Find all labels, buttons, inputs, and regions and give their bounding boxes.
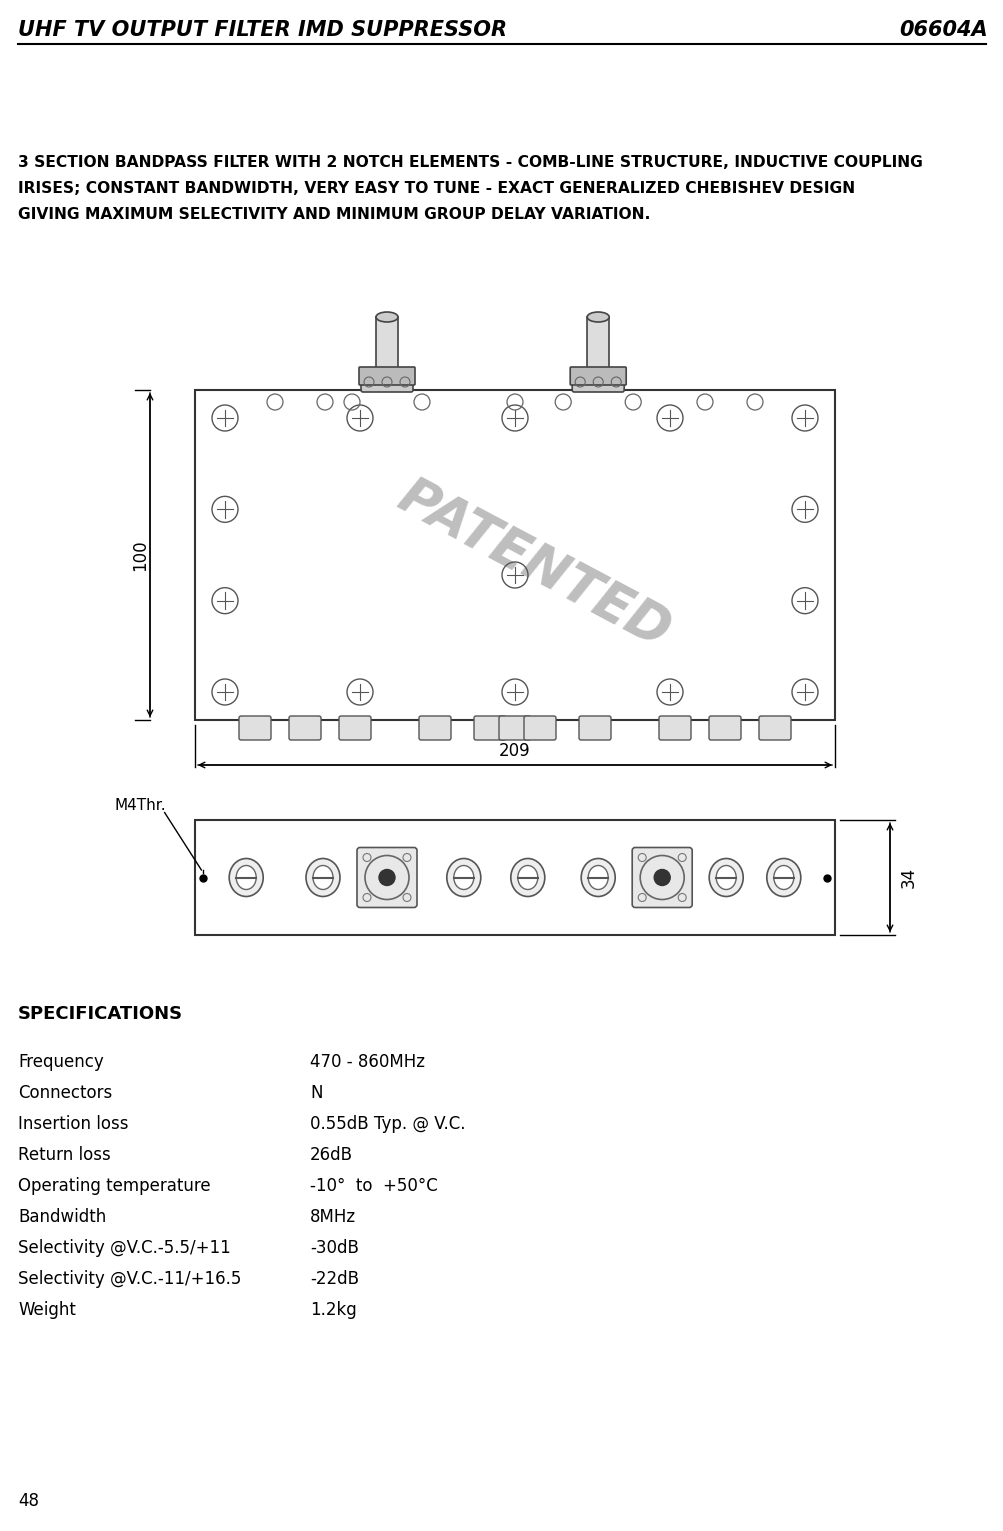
FancyBboxPatch shape	[570, 367, 626, 384]
Ellipse shape	[715, 865, 735, 890]
Text: 34: 34	[899, 867, 917, 888]
Text: Insertion loss: Insertion loss	[18, 1115, 128, 1133]
Text: Selectivity @V.C.-5.5/+11: Selectivity @V.C.-5.5/+11	[18, 1239, 231, 1257]
Ellipse shape	[446, 859, 480, 897]
FancyBboxPatch shape	[239, 717, 271, 739]
Text: Bandwidth: Bandwidth	[18, 1208, 106, 1226]
Ellipse shape	[581, 859, 615, 897]
Text: N: N	[310, 1084, 322, 1102]
Text: 209: 209	[498, 743, 531, 759]
Text: 3 SECTION BANDPASS FILTER WITH 2 NOTCH ELEMENTS - COMB-LINE STRUCTURE, INDUCTIVE: 3 SECTION BANDPASS FILTER WITH 2 NOTCH E…	[18, 155, 922, 170]
FancyBboxPatch shape	[473, 717, 506, 739]
Text: GIVING MAXIMUM SELECTIVITY AND MINIMUM GROUP DELAY VARIATION.: GIVING MAXIMUM SELECTIVITY AND MINIMUM G…	[18, 207, 650, 222]
Text: PATENTED: PATENTED	[389, 472, 680, 658]
Circle shape	[378, 870, 394, 885]
Ellipse shape	[376, 312, 397, 322]
Text: 48: 48	[18, 1493, 39, 1510]
FancyBboxPatch shape	[524, 717, 556, 739]
Ellipse shape	[587, 312, 609, 322]
Ellipse shape	[766, 859, 800, 897]
Circle shape	[654, 870, 670, 885]
Text: -22dB: -22dB	[310, 1271, 359, 1288]
Ellipse shape	[306, 859, 340, 897]
Ellipse shape	[588, 865, 608, 890]
Bar	[587, 317, 609, 372]
FancyBboxPatch shape	[357, 848, 416, 908]
Text: -10°  to  +50°C: -10° to +50°C	[310, 1177, 437, 1196]
Text: 06604A: 06604A	[899, 20, 987, 40]
Bar	[376, 317, 397, 372]
Ellipse shape	[518, 865, 538, 890]
Text: 1.2kg: 1.2kg	[310, 1301, 356, 1320]
Bar	[195, 390, 834, 720]
FancyBboxPatch shape	[758, 717, 790, 739]
Ellipse shape	[708, 859, 742, 897]
Ellipse shape	[453, 865, 473, 890]
Text: 470 - 860MHz: 470 - 860MHz	[310, 1053, 424, 1072]
FancyBboxPatch shape	[632, 848, 691, 908]
Text: 100: 100	[130, 539, 148, 571]
Text: Weight: Weight	[18, 1301, 76, 1320]
FancyBboxPatch shape	[359, 367, 414, 384]
FancyBboxPatch shape	[339, 717, 371, 739]
FancyBboxPatch shape	[572, 371, 624, 392]
Ellipse shape	[313, 865, 333, 890]
FancyBboxPatch shape	[658, 717, 690, 739]
Text: M4Thr.: M4Thr.	[115, 798, 166, 813]
Text: 26dB: 26dB	[310, 1147, 353, 1164]
Text: Frequency: Frequency	[18, 1053, 103, 1072]
Ellipse shape	[229, 859, 263, 897]
FancyBboxPatch shape	[708, 717, 740, 739]
Text: Selectivity @V.C.-11/+16.5: Selectivity @V.C.-11/+16.5	[18, 1271, 241, 1288]
Text: Return loss: Return loss	[18, 1147, 110, 1164]
Ellipse shape	[236, 865, 256, 890]
FancyBboxPatch shape	[579, 717, 611, 739]
FancyBboxPatch shape	[418, 717, 450, 739]
Text: UHF TV OUTPUT FILTER IMD SUPPRESSOR: UHF TV OUTPUT FILTER IMD SUPPRESSOR	[18, 20, 507, 40]
Text: Connectors: Connectors	[18, 1084, 112, 1102]
FancyBboxPatch shape	[361, 371, 412, 392]
Text: IRISES; CONSTANT BANDWIDTH, VERY EASY TO TUNE - EXACT GENERALIZED CHEBISHEV DESI: IRISES; CONSTANT BANDWIDTH, VERY EASY TO…	[18, 181, 855, 196]
FancyBboxPatch shape	[289, 717, 321, 739]
Text: -30dB: -30dB	[310, 1239, 358, 1257]
FancyBboxPatch shape	[498, 717, 531, 739]
Text: Operating temperature: Operating temperature	[18, 1177, 211, 1196]
Text: 0.55dB Typ. @ V.C.: 0.55dB Typ. @ V.C.	[310, 1115, 465, 1133]
Ellipse shape	[511, 859, 545, 897]
Bar	[195, 821, 834, 935]
Text: SPECIFICATIONS: SPECIFICATIONS	[18, 1004, 183, 1023]
Text: 8MHz: 8MHz	[310, 1208, 356, 1226]
Ellipse shape	[773, 865, 793, 890]
